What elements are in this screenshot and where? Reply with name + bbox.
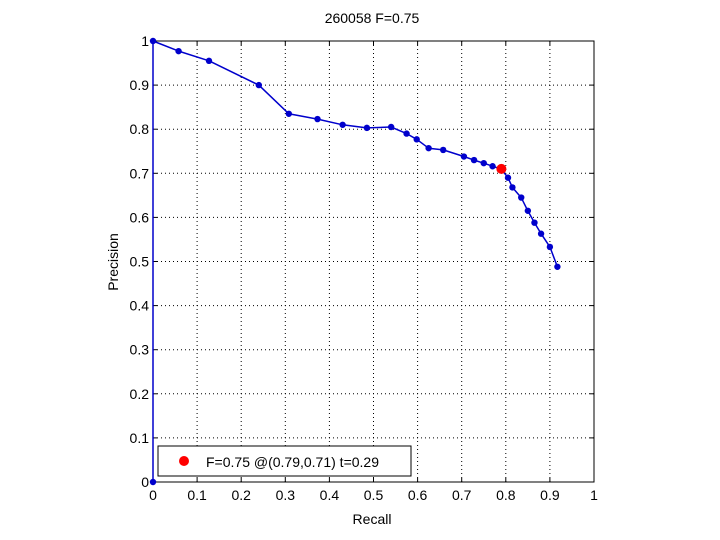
y-axis-label: Precision xyxy=(105,233,121,291)
y-tick-label: 0 xyxy=(141,474,149,490)
pr-curve-point xyxy=(489,163,496,170)
pr-curve-point xyxy=(425,144,432,152)
pr-curve-point xyxy=(537,230,545,237)
pr-curve-point xyxy=(363,124,371,132)
pr-curve-point xyxy=(460,153,468,160)
best-f-marker-layer xyxy=(496,163,507,174)
legend-box xyxy=(157,445,412,477)
x-tick-label: 0.9 xyxy=(540,487,560,503)
x-tick-label: 0.5 xyxy=(364,487,384,503)
y-tick-label: 0.7 xyxy=(130,165,150,181)
y-tick-label: 0.6 xyxy=(130,209,150,225)
grid-lines xyxy=(153,41,594,482)
legend: F=0.75 @(0.79,0.71) t=0.29 xyxy=(157,445,412,477)
y-tick-label: 0.5 xyxy=(130,254,150,270)
y-tick-label: 0.3 xyxy=(130,342,150,358)
pr-curve-point xyxy=(175,47,182,55)
y-tick-label: 0.1 xyxy=(130,430,150,446)
y-tick-label: 0.2 xyxy=(130,386,150,402)
x-tick-label: 1 xyxy=(590,487,598,503)
x-tick-label: 0.7 xyxy=(452,487,472,503)
pr-curve-point xyxy=(314,115,321,123)
x-tick-label: 0.1 xyxy=(187,487,207,503)
x-tick-label: 0.2 xyxy=(231,487,251,503)
pr-curve-point xyxy=(403,130,410,137)
pr-curve-point xyxy=(149,37,157,45)
pr-curve-point xyxy=(470,156,478,164)
x-tick-label: 0.4 xyxy=(320,487,340,503)
pr-curve-point xyxy=(387,123,395,131)
x-tick-label: 0.8 xyxy=(496,487,516,503)
best-f-point xyxy=(496,163,507,174)
x-tick-labels: 0 0.1 0.2 0.3 0.4 0.5 0.6 0.7 0.8 0.9 1 xyxy=(149,487,598,503)
pr-curve-point xyxy=(439,146,447,154)
y-tick-labels: 0 0.1 0.2 0.3 0.4 0.5 0.6 0.7 0.8 0.9 1 xyxy=(130,33,150,490)
pr-curve-point xyxy=(255,81,263,89)
pr-curve-point xyxy=(413,136,420,143)
axis-ticks xyxy=(152,40,595,483)
chart-title: 260058 F=0.75 xyxy=(325,10,420,26)
legend-marker-red-dot xyxy=(179,456,189,466)
x-axis-label: Recall xyxy=(353,511,392,527)
pr-curve-point xyxy=(149,478,157,486)
y-tick-label: 0.9 xyxy=(130,77,150,93)
pr-curve-point xyxy=(205,57,213,65)
pr-curve-point xyxy=(480,159,487,167)
pr-curve-series xyxy=(149,37,561,486)
pr-curve-point xyxy=(518,194,525,201)
y-tick-label: 1 xyxy=(141,33,149,49)
x-tick-label: 0.6 xyxy=(408,487,428,503)
pr-curve-point xyxy=(554,263,561,270)
x-tick-label: 0 xyxy=(149,487,157,503)
x-tick-label: 0.3 xyxy=(276,487,296,503)
legend-label: F=0.75 @(0.79,0.71) t=0.29 xyxy=(206,454,379,470)
pr-curve-point xyxy=(509,184,516,191)
y-tick-label: 0.4 xyxy=(130,298,150,314)
pr-curve-point xyxy=(524,207,532,214)
pr-curve-point xyxy=(339,121,346,128)
y-tick-label: 0.8 xyxy=(130,121,150,137)
pr-curve-point xyxy=(546,243,554,251)
pr-curve-point xyxy=(504,174,512,181)
pr-curve-point xyxy=(531,219,538,226)
pr-curve-point xyxy=(285,110,293,117)
